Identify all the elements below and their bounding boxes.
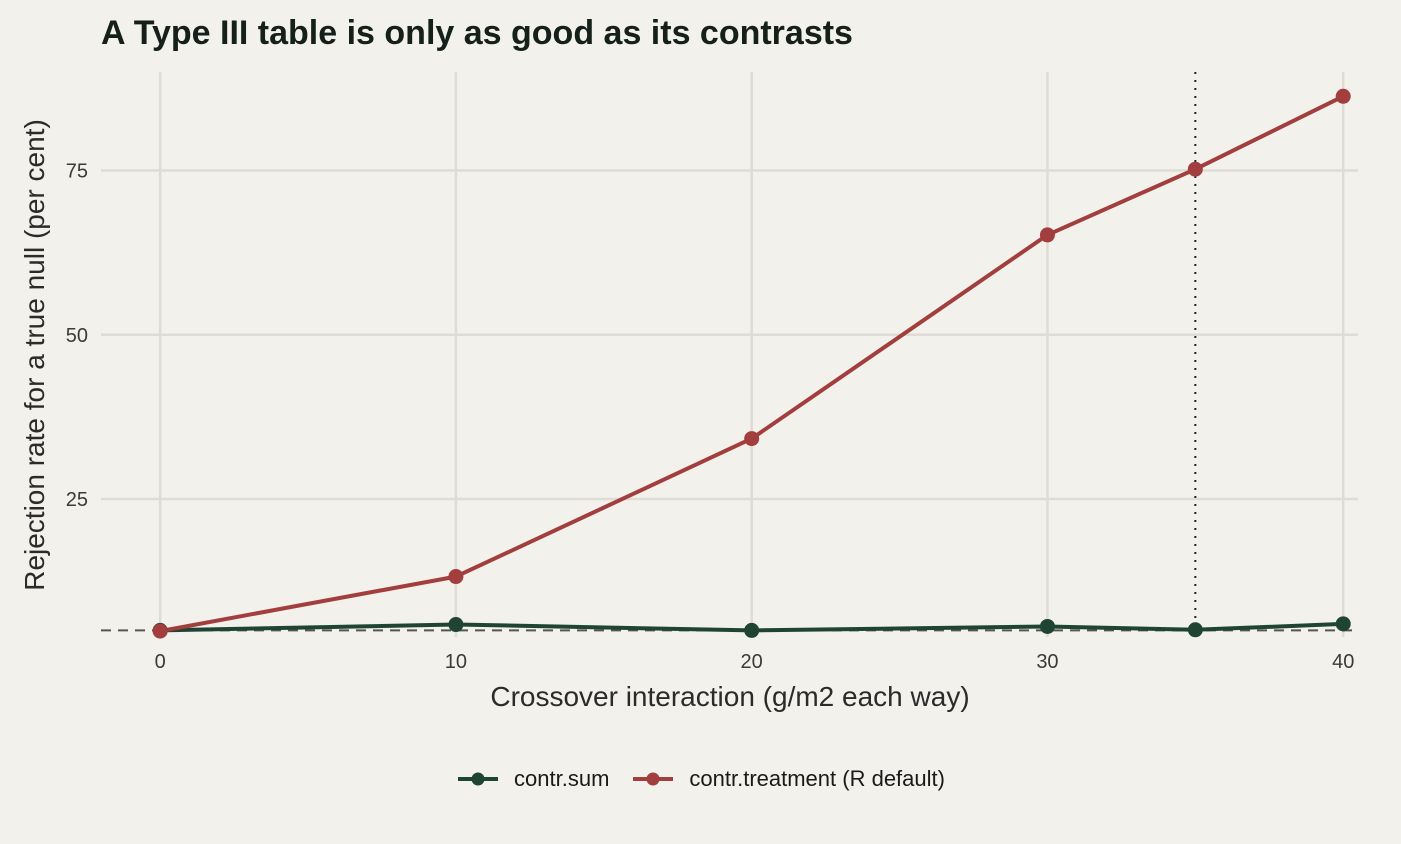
legend-item-contr-sum: contr.sum <box>456 766 609 792</box>
legend-label-contr-sum: contr.sum <box>514 766 610 791</box>
series-0-point-2 <box>744 622 760 638</box>
series-1-point-0 <box>152 623 168 639</box>
tick-labels: 0 10 20 30 40 25 50 75 <box>66 161 1355 673</box>
x-tick-label-30: 30 <box>1036 651 1058 673</box>
reference-lines <box>101 72 1358 637</box>
y-tick-label-25: 25 <box>66 489 88 511</box>
legend-key-contr-sum <box>458 772 499 786</box>
series-1-point-1 <box>448 569 464 585</box>
y-tick-label-50: 50 <box>66 325 88 347</box>
legend-item-contr-treatment: contr.treatment (R default) <box>631 766 945 792</box>
series-1-point-2 <box>744 431 760 447</box>
series-line-0 <box>160 621 1344 633</box>
series-0-point-3 <box>1039 618 1055 634</box>
x-tick-label-40: 40 <box>1332 651 1354 673</box>
x-axis-label: Crossover interaction (g/m2 each way) <box>490 681 969 712</box>
series-lines <box>159 94 1345 634</box>
legend: contr.sum contr.treatment (R default) <box>0 766 1401 792</box>
series-points <box>152 88 1351 639</box>
x-tick-label-10: 10 <box>445 651 467 673</box>
series-0-point-5 <box>1335 616 1351 632</box>
x-tick-label-20: 20 <box>741 651 763 673</box>
series-1-point-5 <box>1335 88 1351 104</box>
series-0-point-1 <box>448 617 464 633</box>
legend-label-contr-treatment: contr.treatment (R default) <box>689 766 945 791</box>
legend-key-contr-treatment <box>633 772 674 786</box>
x-tick-label-0: 0 <box>155 651 166 673</box>
grid-lines <box>101 72 1358 637</box>
chart-title: A Type III table is only as good as its … <box>101 14 853 52</box>
series-line-1 <box>159 94 1345 634</box>
series-1-point-3 <box>1039 227 1055 243</box>
series-1-point-4 <box>1187 161 1203 177</box>
series-0-point-4 <box>1187 622 1203 638</box>
y-tick-label-75: 75 <box>66 161 88 183</box>
y-axis-label: Rejection rate for a true null (per cent… <box>19 119 50 591</box>
